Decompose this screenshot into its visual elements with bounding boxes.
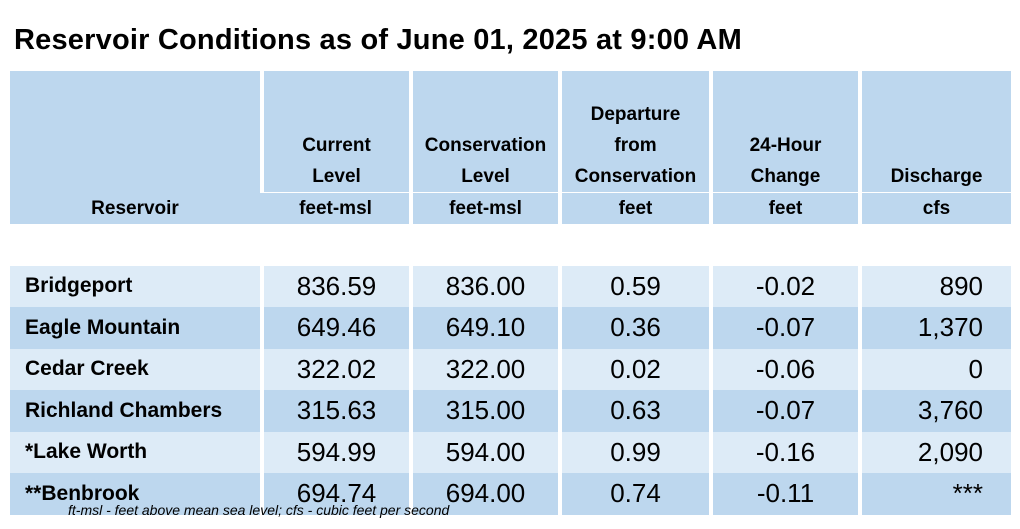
cell-current: 694.74 [260, 473, 411, 515]
unit-current: feet-msl [262, 192, 411, 224]
unit-change: feet [709, 192, 860, 224]
cell-departure: 0.02 [558, 348, 711, 390]
spacer-cell [10, 224, 1011, 266]
cell-conservation: 694.00 [409, 473, 560, 515]
cell-current: 322.02 [260, 348, 411, 390]
header-line: from [614, 135, 657, 156]
cell-departure: 0.63 [558, 390, 711, 432]
header-line: Current [302, 135, 371, 156]
table-row: Bridgeport 836.59 836.00 0.59 -0.02 890 [10, 265, 1011, 307]
cell-reservoir: *Lake Worth [10, 431, 262, 473]
header-line: Conservation [424, 135, 547, 156]
unit-departure: feet [558, 192, 711, 224]
header-discharge: Discharge [858, 71, 1011, 193]
cell-discharge: 3,760 [858, 390, 1011, 432]
header-line: Departure [590, 104, 681, 125]
cell-change: -0.11 [709, 473, 860, 515]
cell-departure: 0.74 [558, 473, 711, 515]
cell-current: 594.99 [260, 431, 411, 473]
table-row: *Lake Worth 594.99 594.00 0.99 -0.16 2,0… [10, 431, 1011, 473]
table-row: **Benbrook 694.74 694.00 0.74 -0.11 *** [10, 473, 1011, 515]
cell-departure: 0.36 [558, 307, 711, 349]
header-line: Change [750, 166, 821, 187]
cell-reservoir: **Benbrook [10, 473, 262, 515]
table-row: Richland Chambers 315.63 315.00 0.63 -0.… [10, 390, 1011, 432]
cell-conservation: 649.10 [409, 307, 560, 349]
cell-departure: 0.59 [558, 265, 711, 307]
cell-change: -0.02 [709, 265, 860, 307]
cell-discharge: *** [858, 473, 1011, 515]
header-reservoir-label: Reservoir [91, 198, 179, 219]
cell-current: 836.59 [260, 265, 411, 307]
cell-change: -0.07 [709, 390, 860, 432]
footnote: ft-msl - feet above mean sea level; cfs … [68, 502, 450, 518]
cell-discharge: 1,370 [858, 307, 1011, 349]
cell-reservoir: Cedar Creek [10, 348, 262, 390]
header-24-hour-change: 24-Hour Change [709, 71, 860, 193]
reservoir-table: Reservoir Current Level Conservation Lev… [10, 71, 1011, 515]
cell-current: 649.46 [260, 307, 411, 349]
cell-conservation: 594.00 [409, 431, 560, 473]
cell-discharge: 0 [858, 348, 1011, 390]
header-departure: Departure from Conservation [558, 71, 711, 193]
table-row: Cedar Creek 322.02 322.00 0.02 -0.06 0 [10, 348, 1011, 390]
header-line: Level [461, 166, 510, 187]
header-conservation-level: Conservation Level [409, 71, 560, 193]
cell-conservation: 836.00 [409, 265, 560, 307]
unit-discharge: cfs [858, 192, 1011, 224]
cell-departure: 0.99 [558, 431, 711, 473]
cell-discharge: 2,090 [858, 431, 1011, 473]
header-line: 24-Hour [749, 135, 822, 156]
cell-discharge: 890 [858, 265, 1011, 307]
table-row: Eagle Mountain 649.46 649.10 0.36 -0.07 … [10, 307, 1011, 349]
header-reservoir: Reservoir [10, 71, 262, 224]
page-title: Reservoir Conditions as of June 01, 2025… [14, 24, 742, 56]
cell-change: -0.07 [709, 307, 860, 349]
header-row: Reservoir Current Level Conservation Lev… [10, 71, 1011, 224]
header-current-level: Current Level [260, 71, 411, 193]
cell-reservoir: Bridgeport [10, 265, 262, 307]
units-row: feet-msl feet-msl feet feet cfs [10, 192, 1011, 224]
cell-conservation: 315.00 [409, 390, 560, 432]
header-line: Level [312, 166, 361, 187]
unit-conservation: feet-msl [409, 192, 560, 224]
header-line: Discharge [890, 166, 983, 187]
header-line: Conservation [574, 166, 697, 187]
cell-reservoir: Richland Chambers [10, 390, 262, 432]
cell-change: -0.06 [709, 348, 860, 390]
cell-current: 315.63 [260, 390, 411, 432]
cell-reservoir: Eagle Mountain [10, 307, 262, 349]
cell-conservation: 322.00 [409, 348, 560, 390]
header-spacer [10, 224, 1011, 266]
cell-change: -0.16 [709, 431, 860, 473]
